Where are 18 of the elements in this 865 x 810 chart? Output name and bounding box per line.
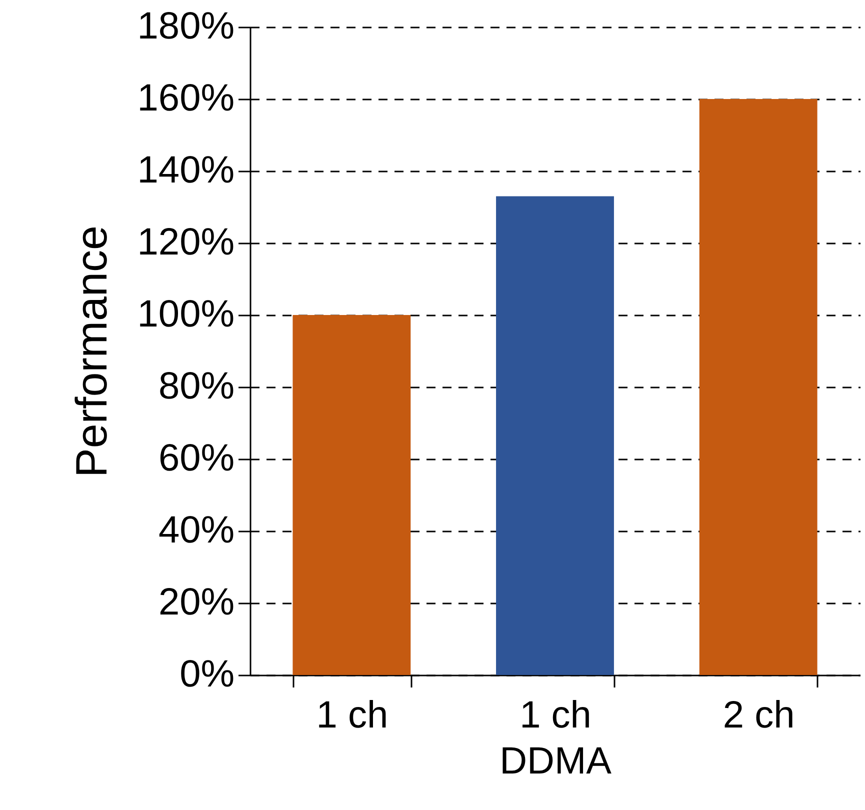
- x-axis-title: DDMA: [500, 740, 612, 782]
- y-tick-label: 60%: [158, 438, 234, 480]
- bar: [699, 99, 818, 675]
- y-tick-label: 140%: [137, 150, 234, 192]
- y-tick-label: 120%: [137, 222, 234, 264]
- x-tick-label: 1 ch: [316, 694, 388, 736]
- x-tick-label: 1 ch: [520, 694, 592, 736]
- y-tick-label: 20%: [158, 582, 234, 624]
- x-tick-label: 2 ch: [722, 694, 795, 736]
- y-tick-label: 40%: [158, 510, 234, 552]
- bar: [292, 315, 411, 675]
- y-tick-label: 0%: [180, 654, 234, 696]
- y-tick-label: 100%: [137, 294, 234, 336]
- y-tick-label: 160%: [137, 78, 234, 120]
- y-axis-title: Performance: [67, 226, 116, 478]
- y-tick-label: 180%: [137, 6, 234, 48]
- bar: [496, 196, 614, 675]
- y-tick-label: 80%: [158, 366, 234, 408]
